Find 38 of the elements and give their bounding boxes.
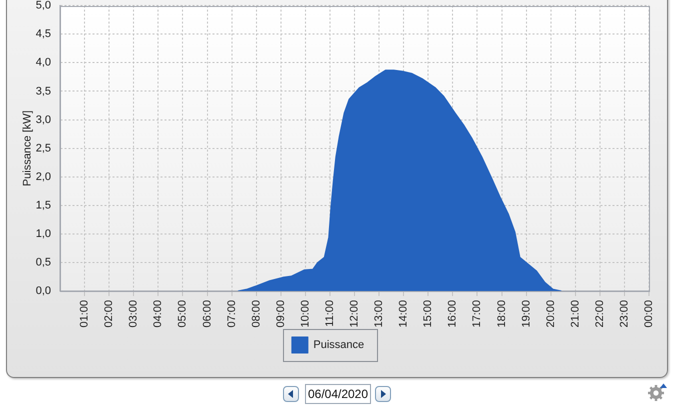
x-tick-label: 08:00	[250, 300, 262, 328]
x-tick-label: 18:00	[496, 300, 508, 328]
y-tick-label: 0,0	[36, 285, 51, 298]
legend-label: Puissance	[313, 339, 364, 352]
x-tick-label: 07:00	[226, 300, 238, 328]
y-tick-label: 0,5	[36, 256, 51, 268]
x-tick-label: 01:00	[78, 300, 91, 328]
x-tick-label: 19:00	[520, 300, 532, 328]
y-tick-label: 3,0	[36, 114, 51, 126]
y-tick-label: 1,0	[36, 228, 51, 240]
x-tick-label: 09:00	[274, 300, 287, 328]
x-tick-label: 21:00	[569, 300, 582, 328]
y-tick-label: 4,5	[36, 28, 51, 40]
y-tick-label: 2,5	[36, 142, 51, 154]
x-tick-label: 06:00	[201, 300, 214, 328]
x-tick-label: 00:00	[643, 300, 656, 328]
y-tick-label: 2,0	[36, 170, 51, 183]
x-tick-label: 17:00	[471, 300, 484, 328]
y-tick-label: 4,0	[36, 56, 51, 69]
x-tick-label: 04:00	[152, 300, 164, 328]
x-tick-label: 16:00	[446, 300, 459, 328]
y-tick-label: 1,5	[36, 199, 51, 212]
x-tick-label: 13:00	[373, 300, 386, 328]
x-tick-label: 10:00	[299, 300, 312, 328]
y-tick-label: 3,5	[36, 85, 51, 98]
x-tick-label: 22:00	[594, 300, 606, 328]
x-tick-label: 11:00	[324, 300, 336, 327]
y-axis-title: Puissance [kW]	[22, 110, 34, 186]
x-tick-label: 20:00	[544, 300, 557, 328]
x-tick-label: 15:00	[422, 300, 434, 328]
date-field: 06/04/2020	[305, 384, 371, 404]
x-tick-label: 03:00	[128, 300, 140, 328]
x-tick-label: 14:00	[398, 300, 410, 328]
x-tick-label: 12:00	[348, 300, 361, 328]
x-tick-label: 05:00	[176, 300, 189, 328]
x-tick-label: 02:00	[103, 300, 116, 328]
x-tick-label: 23:00	[618, 300, 630, 328]
y-tick-label: 5,0	[36, 0, 51, 12]
